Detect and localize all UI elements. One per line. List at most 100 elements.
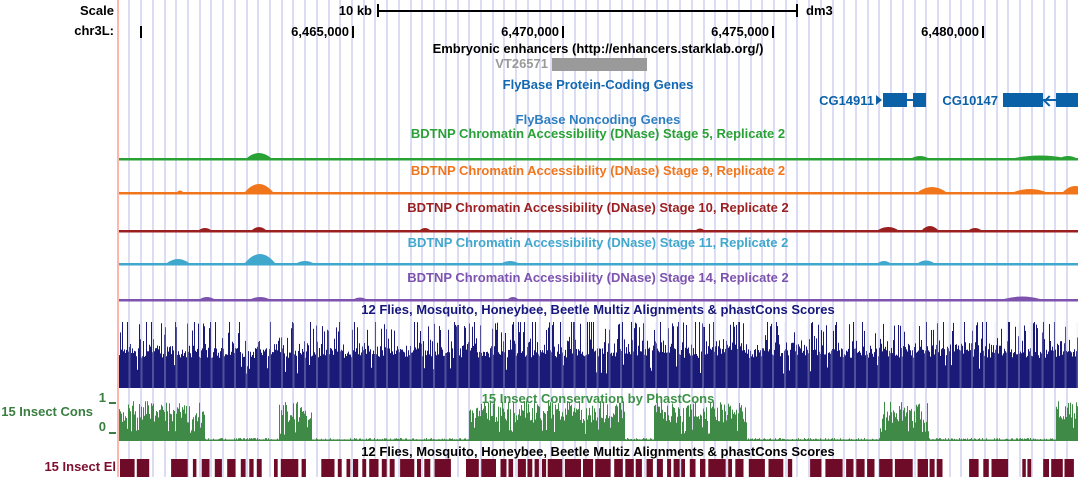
gridline (1042, 0, 1045, 477)
enhancer-item-box[interactable] (552, 58, 647, 71)
track-title-multiz[interactable]: 12 Flies, Mosquito, Honeybee, Beetle Mul… (361, 302, 835, 317)
gridline (1019, 0, 1021, 477)
gene-exon-CG10147[interactable] (1056, 93, 1078, 107)
ruler-tick-label: 6,470,000 (501, 24, 559, 39)
track-title-bdtnp-stage10[interactable]: BDTNP Chromatin Accessibility (DNase) St… (407, 200, 789, 215)
gene-intron-line[interactable] (1041, 99, 1058, 101)
gridline (186, 0, 189, 477)
gridline (995, 0, 998, 477)
track-title-bdtnp-stage14[interactable]: BDTNP Chromatin Accessibility (DNase) St… (407, 270, 789, 285)
multiz-histogram-plot[interactable] (119, 322, 1078, 388)
wiggle-stage5[interactable] (119, 146, 1078, 162)
gridline (866, 0, 869, 477)
gridline (1007, 0, 1010, 477)
conservation-left-label[interactable]: 15 Insect Cons (1, 404, 93, 419)
gridline (843, 0, 846, 477)
gridline (679, 0, 682, 477)
gridline (362, 0, 365, 477)
insect-el-left-label[interactable]: 15 Insect El (44, 459, 116, 474)
conservation-axis-min-tick (109, 432, 116, 434)
gridline (854, 0, 857, 477)
gridline (491, 0, 494, 477)
gene-exon-CG10147[interactable] (1003, 93, 1043, 107)
gridline (597, 0, 600, 477)
gridline (655, 0, 658, 477)
conservation-histogram-plot[interactable] (119, 399, 1078, 441)
gene-intron-line[interactable] (905, 99, 915, 101)
gridline (433, 0, 435, 477)
gridline (1065, 0, 1068, 477)
gridline (726, 0, 728, 477)
track-title-bdtnp-stage11[interactable]: BDTNP Chromatin Accessibility (DNase) St… (407, 235, 789, 250)
ruler-tick (562, 26, 564, 38)
gridline (409, 0, 412, 477)
conservation-axis-max: 1 (98, 390, 106, 405)
wiggle-stage11[interactable] (119, 251, 1078, 267)
gridline (421, 0, 424, 477)
gridline (913, 0, 916, 477)
gene-strand-chevron-icon (1043, 95, 1055, 107)
chrom-label: chr3L: (74, 23, 114, 38)
gridline (526, 0, 529, 477)
wiggle-stage9[interactable] (119, 180, 1078, 196)
track-title-embryonic-enhancers[interactable]: Embryonic enhancers (http://enhancers.st… (432, 41, 764, 56)
gridline (714, 0, 717, 477)
ruler-tick-label: 6,475,000 (711, 24, 769, 39)
gridline (222, 0, 225, 477)
gridline (1054, 0, 1057, 477)
gridline (280, 0, 283, 477)
scale-bar (377, 10, 798, 12)
track-title-flybase-noncoding[interactable]: FlyBase Noncoding Genes (515, 112, 681, 127)
gridline (397, 0, 400, 477)
gridline (351, 0, 353, 477)
wiggle-stage14[interactable] (119, 287, 1078, 303)
ruler-tick-label: 6,480,000 (921, 24, 979, 39)
gridline (175, 0, 178, 477)
gene-exon-CG14911[interactable] (883, 93, 907, 107)
gridline (233, 0, 236, 477)
gridline (960, 0, 963, 477)
gene-label-CG10147[interactable]: CG10147 (942, 93, 998, 108)
gridline (690, 0, 693, 477)
gridline (890, 0, 893, 477)
gridline (304, 0, 307, 477)
gridline (937, 0, 939, 477)
gridline (315, 0, 318, 477)
gridline (784, 0, 787, 477)
gridline (538, 0, 541, 477)
track-title-bdtnp-stage5[interactable]: BDTNP Chromatin Accessibility (DNase) St… (410, 126, 786, 141)
track-title-multiz-elements[interactable]: 12 Flies, Mosquito, Honeybee, Beetle Mul… (361, 444, 835, 459)
gridline (561, 0, 564, 477)
gridline (268, 0, 271, 477)
gridline (737, 0, 740, 477)
track-title-bdtnp-stage9[interactable]: BDTNP Chromatin Accessibility (DNase) St… (410, 163, 786, 178)
gridline (327, 0, 330, 477)
multiz-guideline-overlay (119, 322, 1078, 388)
track-title-flybase-protein-coding[interactable]: FlyBase Protein-Coding Genes (502, 77, 694, 92)
conservation-axis-max-tick (109, 402, 116, 404)
ruler-tick (352, 26, 354, 38)
wiggle-stage10[interactable] (119, 218, 1078, 234)
gridline (573, 0, 576, 477)
gridline (210, 0, 213, 477)
gridline (983, 0, 986, 477)
track-title-conservation[interactable]: 15 Insect Conservation by PhastCons (481, 391, 715, 406)
insect-el-blocks-plot[interactable] (119, 459, 1078, 477)
gridline (515, 0, 518, 477)
gridline (644, 0, 646, 477)
scale-bar-right-tick (796, 4, 798, 17)
gridline (245, 0, 248, 477)
gridline (761, 0, 764, 477)
gene-label-CG14911[interactable]: CG14911 (819, 93, 874, 108)
scale-row-label: Scale (80, 3, 114, 18)
gridline (702, 0, 705, 477)
gridline (1030, 0, 1033, 477)
gridline (151, 0, 154, 477)
gene-exon-CG14911[interactable] (913, 93, 926, 107)
gridline (503, 0, 506, 477)
scale-bar-left-tick (377, 4, 379, 17)
gridline (749, 0, 752, 477)
gridline (198, 0, 201, 477)
gridline (772, 0, 775, 477)
